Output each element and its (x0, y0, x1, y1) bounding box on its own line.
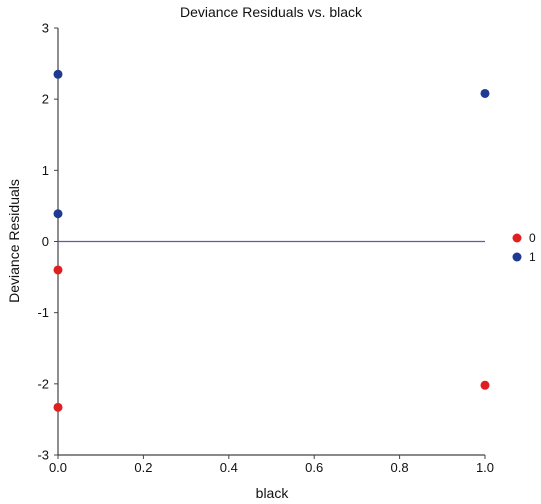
x-tick-label: 0.4 (220, 460, 238, 475)
x-tick-label: 0.6 (305, 460, 323, 475)
x-tick-label: 1.0 (476, 460, 494, 475)
legend: 01 (512, 231, 536, 264)
data-point (53, 265, 63, 275)
x-axis-title: black (256, 485, 290, 501)
axes: 0.0 0.2 0.4 0.6 0.8 1.0 3 2 1 0 -1 -2 -3 (37, 21, 494, 476)
data-point (480, 88, 490, 98)
x-tick-label: 0.2 (134, 460, 152, 475)
y-tick-label: 1 (42, 163, 49, 178)
y-tick-label: -2 (37, 376, 49, 391)
data-points (53, 69, 490, 412)
y-tick-label: 2 (42, 92, 49, 107)
y-tick-label: 3 (42, 21, 49, 36)
legend-marker (512, 233, 522, 243)
y-tick-label: -3 (37, 448, 49, 463)
y-tick-label: 0 (42, 234, 49, 249)
y-axis-title: Deviance Residuals (6, 179, 22, 303)
x-tick-label: 0.0 (49, 460, 67, 475)
data-point (53, 69, 63, 79)
data-point (53, 402, 63, 412)
x-tick-label: 0.8 (391, 460, 409, 475)
chart-title: Deviance Residuals vs. black (180, 4, 363, 20)
y-tick-label: -1 (37, 305, 49, 320)
data-point (53, 209, 63, 219)
legend-marker (512, 252, 522, 262)
legend-label: 0 (529, 231, 536, 245)
data-point (480, 380, 490, 390)
legend-label: 1 (529, 250, 536, 264)
